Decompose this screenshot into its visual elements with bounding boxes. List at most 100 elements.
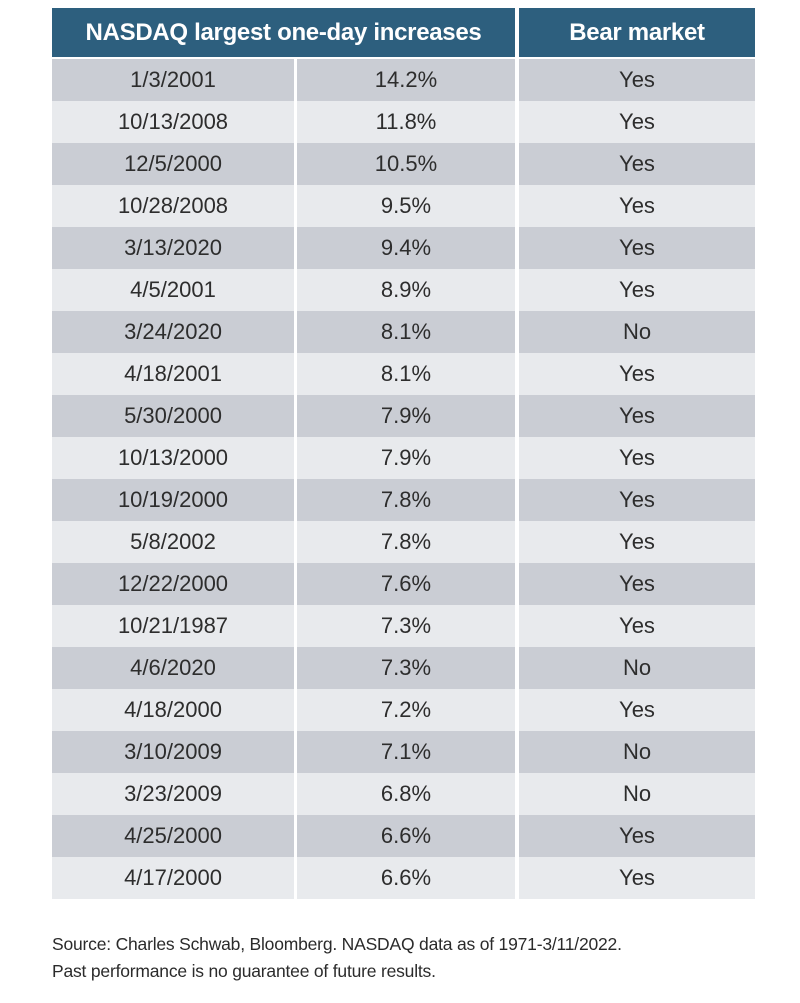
cell-date: 4/18/2001 (52, 353, 294, 395)
column-divider (294, 521, 297, 563)
cell-one-day-increase: 7.9% (297, 437, 515, 479)
column-divider (515, 395, 519, 437)
column-divider (515, 353, 519, 395)
cell-one-day-increase: 14.2% (297, 59, 515, 101)
cell-one-day-increase: 9.5% (297, 185, 515, 227)
cell-bear-market: Yes (519, 479, 755, 521)
cell-one-day-increase: 7.8% (297, 479, 515, 521)
cell-date: 10/13/2008 (52, 101, 294, 143)
cell-bear-market: No (519, 773, 755, 815)
cell-one-day-increase: 10.5% (297, 143, 515, 185)
column-divider (515, 521, 519, 563)
column-divider (515, 647, 519, 689)
column-divider (294, 605, 297, 647)
table-header: NASDAQ largest one-day increases Bear ma… (52, 8, 755, 57)
cell-bear-market: No (519, 647, 755, 689)
column-divider (294, 143, 297, 185)
cell-one-day-increase: 7.3% (297, 647, 515, 689)
table-body: 1/3/2001 14.2% Yes 10/13/2008 11.8% Yes … (52, 59, 755, 899)
column-divider (515, 689, 519, 731)
cell-one-day-increase: 7.3% (297, 605, 515, 647)
column-divider (515, 815, 519, 857)
table-row: 10/13/2000 7.9% Yes (52, 437, 755, 479)
table-row: 10/13/2008 11.8% Yes (52, 101, 755, 143)
column-divider (294, 395, 297, 437)
cell-bear-market: Yes (519, 689, 755, 731)
column-divider (294, 227, 297, 269)
table-row: 5/8/2002 7.8% Yes (52, 521, 755, 563)
source-line-2: Past performance is no guarantee of futu… (52, 961, 436, 981)
column-divider (515, 8, 519, 57)
cell-one-day-increase: 7.1% (297, 731, 515, 773)
table-row: 3/24/2020 8.1% No (52, 311, 755, 353)
column-divider (515, 437, 519, 479)
column-divider (294, 689, 297, 731)
table-row: 4/25/2000 6.6% Yes (52, 815, 755, 857)
cell-bear-market: Yes (519, 269, 755, 311)
cell-bear-market: Yes (519, 521, 755, 563)
cell-date: 3/23/2009 (52, 773, 294, 815)
cell-one-day-increase: 7.2% (297, 689, 515, 731)
table-row: 3/13/2020 9.4% Yes (52, 227, 755, 269)
table-header-bear-market: Bear market (519, 8, 755, 57)
cell-bear-market: Yes (519, 227, 755, 269)
cell-date: 5/30/2000 (52, 395, 294, 437)
cell-bear-market: Yes (519, 59, 755, 101)
table-row: 10/21/1987 7.3% Yes (52, 605, 755, 647)
cell-date: 5/8/2002 (52, 521, 294, 563)
cell-one-day-increase: 6.8% (297, 773, 515, 815)
source-line-1: Source: Charles Schwab, Bloomberg. NASDA… (52, 934, 622, 954)
column-divider (294, 59, 297, 101)
column-divider (515, 563, 519, 605)
cell-one-day-increase: 9.4% (297, 227, 515, 269)
table-row: 3/10/2009 7.1% No (52, 731, 755, 773)
table-row: 5/30/2000 7.9% Yes (52, 395, 755, 437)
table-row: 10/19/2000 7.8% Yes (52, 479, 755, 521)
table-row: 4/5/2001 8.9% Yes (52, 269, 755, 311)
column-divider (515, 101, 519, 143)
cell-bear-market: Yes (519, 143, 755, 185)
column-divider (294, 479, 297, 521)
cell-date: 4/18/2000 (52, 689, 294, 731)
cell-date: 1/3/2001 (52, 59, 294, 101)
column-divider (294, 731, 297, 773)
table-row: 4/18/2001 8.1% Yes (52, 353, 755, 395)
cell-one-day-increase: 11.8% (297, 101, 515, 143)
cell-one-day-increase: 8.1% (297, 311, 515, 353)
nasdaq-increases-table: NASDAQ largest one-day increases Bear ma… (52, 8, 755, 899)
cell-one-day-increase: 7.6% (297, 563, 515, 605)
cell-date: 12/5/2000 (52, 143, 294, 185)
cell-date: 10/13/2000 (52, 437, 294, 479)
cell-bear-market: Yes (519, 815, 755, 857)
column-divider (294, 647, 297, 689)
column-divider (294, 101, 297, 143)
column-divider (515, 773, 519, 815)
cell-bear-market: No (519, 731, 755, 773)
cell-date: 4/5/2001 (52, 269, 294, 311)
cell-bear-market: Yes (519, 353, 755, 395)
source-note: Source: Charles Schwab, Bloomberg. NASDA… (52, 931, 772, 985)
column-divider (294, 185, 297, 227)
cell-date: 10/28/2008 (52, 185, 294, 227)
column-divider (515, 731, 519, 773)
column-divider (294, 773, 297, 815)
column-divider (294, 353, 297, 395)
column-divider (515, 269, 519, 311)
column-divider (294, 269, 297, 311)
table-row: 3/23/2009 6.8% No (52, 773, 755, 815)
table-row: 1/3/2001 14.2% Yes (52, 59, 755, 101)
cell-one-day-increase: 7.8% (297, 521, 515, 563)
table-row: 4/17/2000 6.6% Yes (52, 857, 755, 899)
table-header-main: NASDAQ largest one-day increases (52, 8, 515, 57)
cell-one-day-increase: 7.9% (297, 395, 515, 437)
cell-date: 10/21/1987 (52, 605, 294, 647)
column-divider (294, 563, 297, 605)
cell-bear-market: Yes (519, 395, 755, 437)
cell-bear-market: Yes (519, 101, 755, 143)
table-row: 12/22/2000 7.6% Yes (52, 563, 755, 605)
cell-bear-market: Yes (519, 563, 755, 605)
column-divider (515, 311, 519, 353)
cell-bear-market: Yes (519, 437, 755, 479)
cell-date: 10/19/2000 (52, 479, 294, 521)
cell-bear-market: No (519, 311, 755, 353)
